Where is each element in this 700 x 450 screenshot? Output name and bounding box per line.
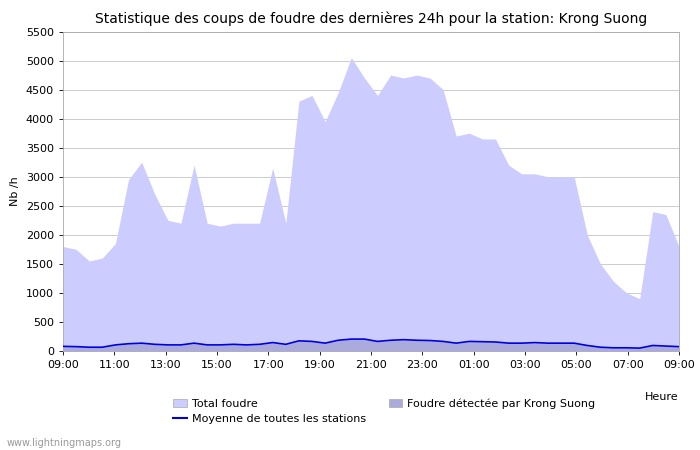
Y-axis label: Nb /h: Nb /h [10,176,20,206]
Text: www.lightningmaps.org: www.lightningmaps.org [7,438,122,448]
Text: Heure: Heure [645,392,679,401]
Legend: Total foudre, Moyenne de toutes les stations, Foudre détectée par Krong Suong: Total foudre, Moyenne de toutes les stat… [174,398,596,424]
Title: Statistique des coups de foudre des dernières 24h pour la station: Krong Suong: Statistique des coups de foudre des dern… [95,12,647,26]
